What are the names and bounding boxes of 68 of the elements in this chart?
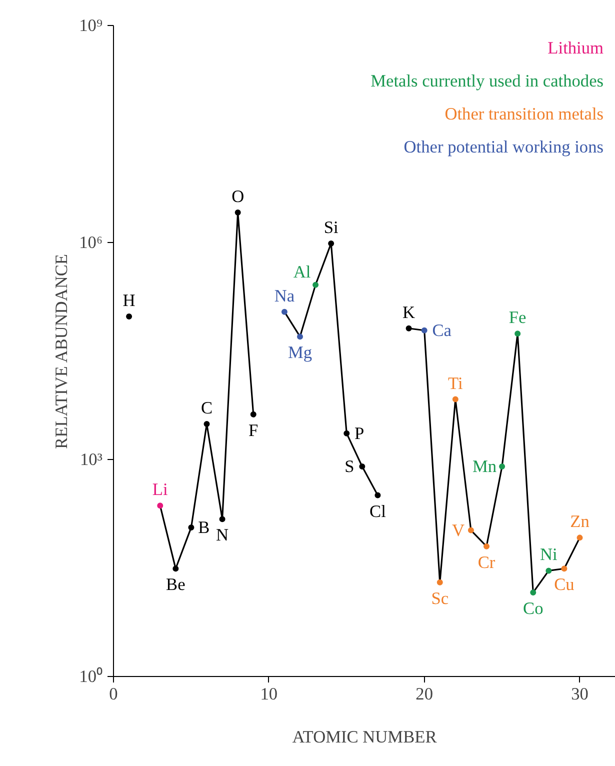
- annotation: Mn: [472, 457, 497, 476]
- y-axis-title: RELATIVE ABUNDANCE: [52, 254, 72, 449]
- text: Other transition metals: [444, 104, 604, 124]
- point: [312, 282, 319, 288]
- annotation: Zn: [570, 512, 590, 532]
- annotation: Be: [166, 575, 186, 594]
- point: [576, 534, 583, 541]
- annotation: Al: [293, 262, 311, 282]
- point: [281, 308, 288, 315]
- annotation: Ti: [448, 374, 463, 393]
- point: [374, 492, 381, 498]
- point: [421, 327, 428, 334]
- point: [561, 566, 568, 572]
- annotation: Mg: [288, 343, 312, 362]
- annotation: Cr: [478, 552, 496, 572]
- annotation: V: [452, 520, 465, 540]
- x-tick-label: 10: [260, 684, 278, 704]
- x-tick-label: 20: [416, 684, 433, 704]
- annotation: P: [354, 424, 364, 443]
- point: [484, 543, 490, 550]
- point: [530, 590, 536, 596]
- annotation: Fe: [508, 308, 527, 328]
- y-tick-label: 10⁹: [79, 16, 103, 35]
- point: [344, 430, 350, 436]
- text: Metals currently used in cathodes: [370, 72, 604, 90]
- annotation: Co: [523, 598, 544, 618]
- annotation: Sc: [431, 588, 449, 608]
- text: Lithium: [548, 38, 604, 58]
- annotation: K: [402, 302, 416, 322]
- point: [406, 325, 412, 332]
- annotation: Ni: [540, 545, 558, 564]
- annotation: F: [248, 420, 259, 440]
- point: [250, 411, 256, 418]
- annotation: N: [216, 526, 230, 545]
- point: [514, 330, 521, 337]
- point: [359, 464, 366, 470]
- x-axis-title: ATOMIC NUMBER: [292, 728, 438, 746]
- y-tick-label: 10⁰: [79, 667, 102, 686]
- annotation: C: [200, 398, 213, 418]
- annotation: O: [232, 186, 244, 206]
- y-tick-label: 10³: [80, 450, 103, 469]
- point: [328, 240, 334, 246]
- annotation: Ca: [432, 320, 452, 340]
- annotation: Na: [274, 286, 295, 306]
- annotation: Li: [152, 480, 168, 500]
- point: [204, 420, 210, 427]
- annotation: Si: [324, 218, 338, 237]
- point: [436, 579, 443, 586]
- point: [546, 568, 552, 574]
- x-tick-label: 30: [571, 684, 588, 704]
- point: [468, 527, 474, 534]
- point: [499, 464, 506, 470]
- x-tick-label: 0: [109, 684, 118, 704]
- annotation: H: [122, 290, 136, 310]
- annotation: Cl: [370, 502, 386, 521]
- point: [234, 209, 241, 216]
- annotation: Cu: [554, 575, 575, 594]
- point: [172, 566, 179, 572]
- point: [452, 396, 458, 402]
- point: [126, 313, 132, 320]
- text: Other potential working ions: [404, 138, 604, 156]
- point: [297, 334, 303, 340]
- annotation: B: [198, 518, 210, 537]
- point: [219, 516, 226, 522]
- y-tick-label: 10⁶: [79, 233, 103, 252]
- point: [157, 502, 164, 509]
- point: [188, 524, 194, 530]
- annotation: S: [344, 457, 354, 476]
